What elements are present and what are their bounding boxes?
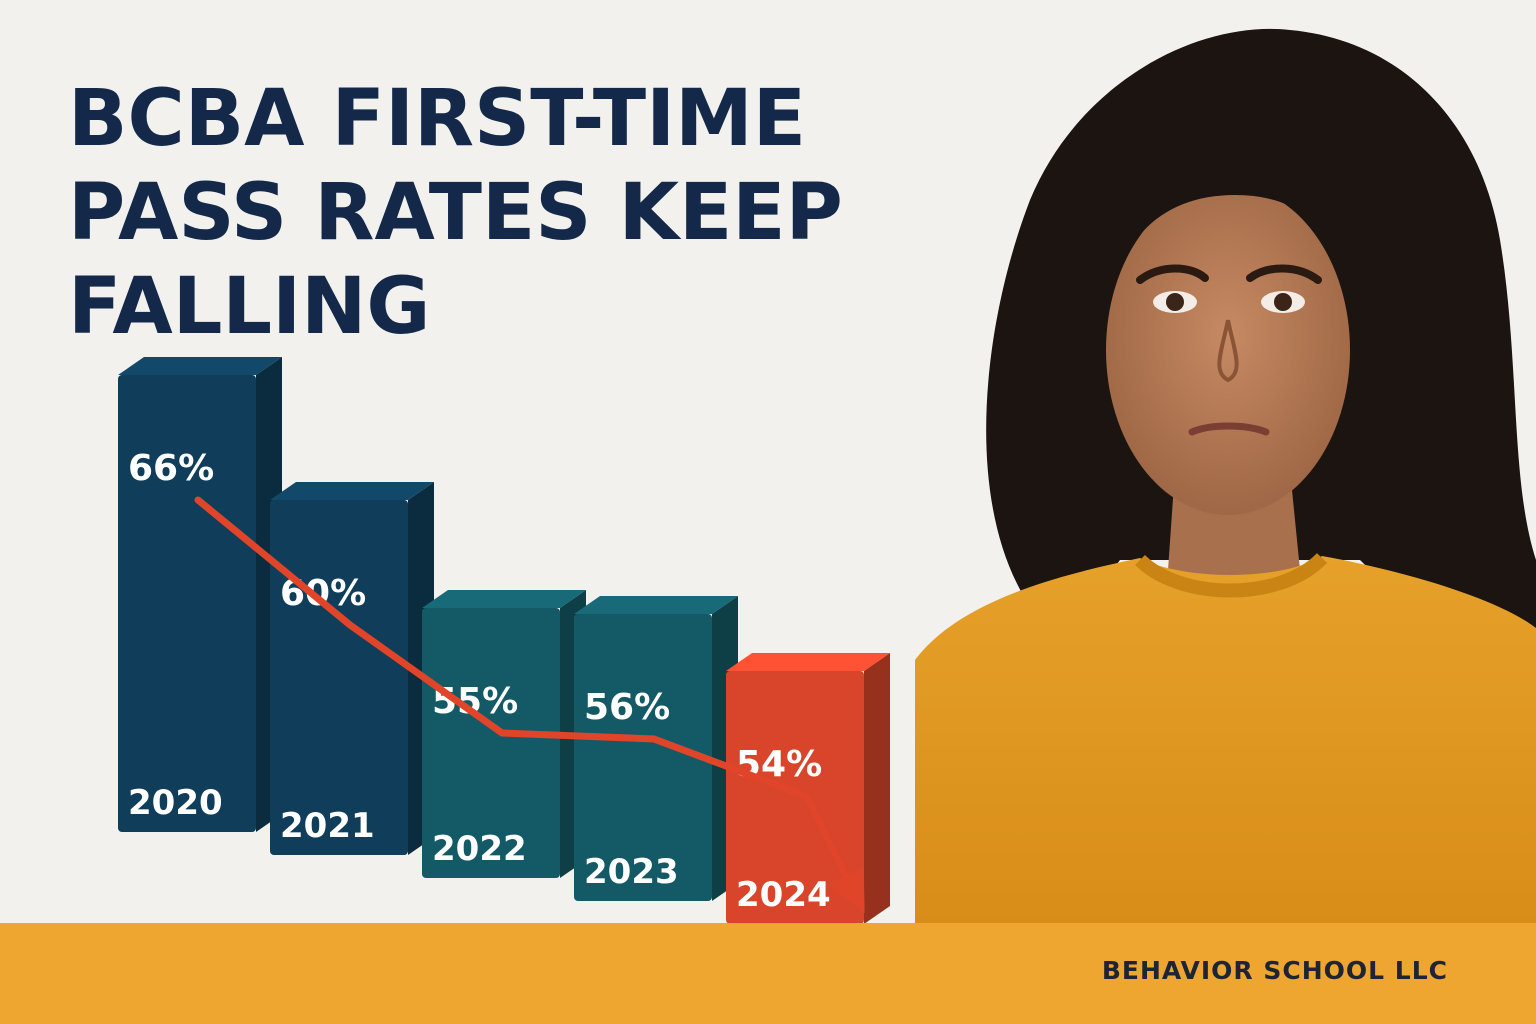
bar-2024 bbox=[726, 671, 864, 924]
bar-top-2023 bbox=[574, 596, 738, 614]
title-line-1: BCBA FIRST-TIME bbox=[68, 74, 806, 164]
category-label: 2023 bbox=[584, 852, 679, 892]
category-label: 2020 bbox=[128, 783, 223, 823]
page-title: BCBA FIRST-TIME PASS RATES KEEP FALLING bbox=[68, 72, 868, 354]
eyebrow-left bbox=[1136, 264, 1209, 284]
brand-label: BEHAVIOR SCHOOL LLC bbox=[1101, 956, 1448, 985]
bar-side-2024 bbox=[864, 653, 890, 924]
bar-top-2021 bbox=[270, 482, 434, 500]
sweater bbox=[915, 556, 1536, 923]
bar-top-2024 bbox=[726, 653, 890, 671]
category-label: 2022 bbox=[432, 829, 527, 869]
title-line-3: FALLING bbox=[68, 262, 431, 352]
bar-top-2020 bbox=[118, 357, 282, 375]
bar-top-2022 bbox=[422, 590, 586, 608]
bar-2023 bbox=[574, 614, 712, 901]
trend-line bbox=[194, 496, 865, 910]
mouth bbox=[1188, 422, 1270, 436]
category-label: 2021 bbox=[280, 806, 375, 846]
value-label: 54% bbox=[736, 744, 822, 785]
value-label: 56% bbox=[584, 687, 670, 728]
bar-2022 bbox=[422, 608, 560, 878]
category-label: 2024 bbox=[736, 875, 831, 915]
bar-2020 bbox=[118, 375, 256, 832]
title-line-2: PASS RATES KEEP bbox=[68, 168, 843, 258]
trend-arrowhead bbox=[827, 866, 865, 914]
footer-band: BEHAVIOR SCHOOL LLC bbox=[0, 923, 1536, 1024]
value-label: 66% bbox=[128, 448, 214, 489]
bar-2021 bbox=[270, 500, 408, 855]
eyebrow-right bbox=[1246, 264, 1322, 284]
